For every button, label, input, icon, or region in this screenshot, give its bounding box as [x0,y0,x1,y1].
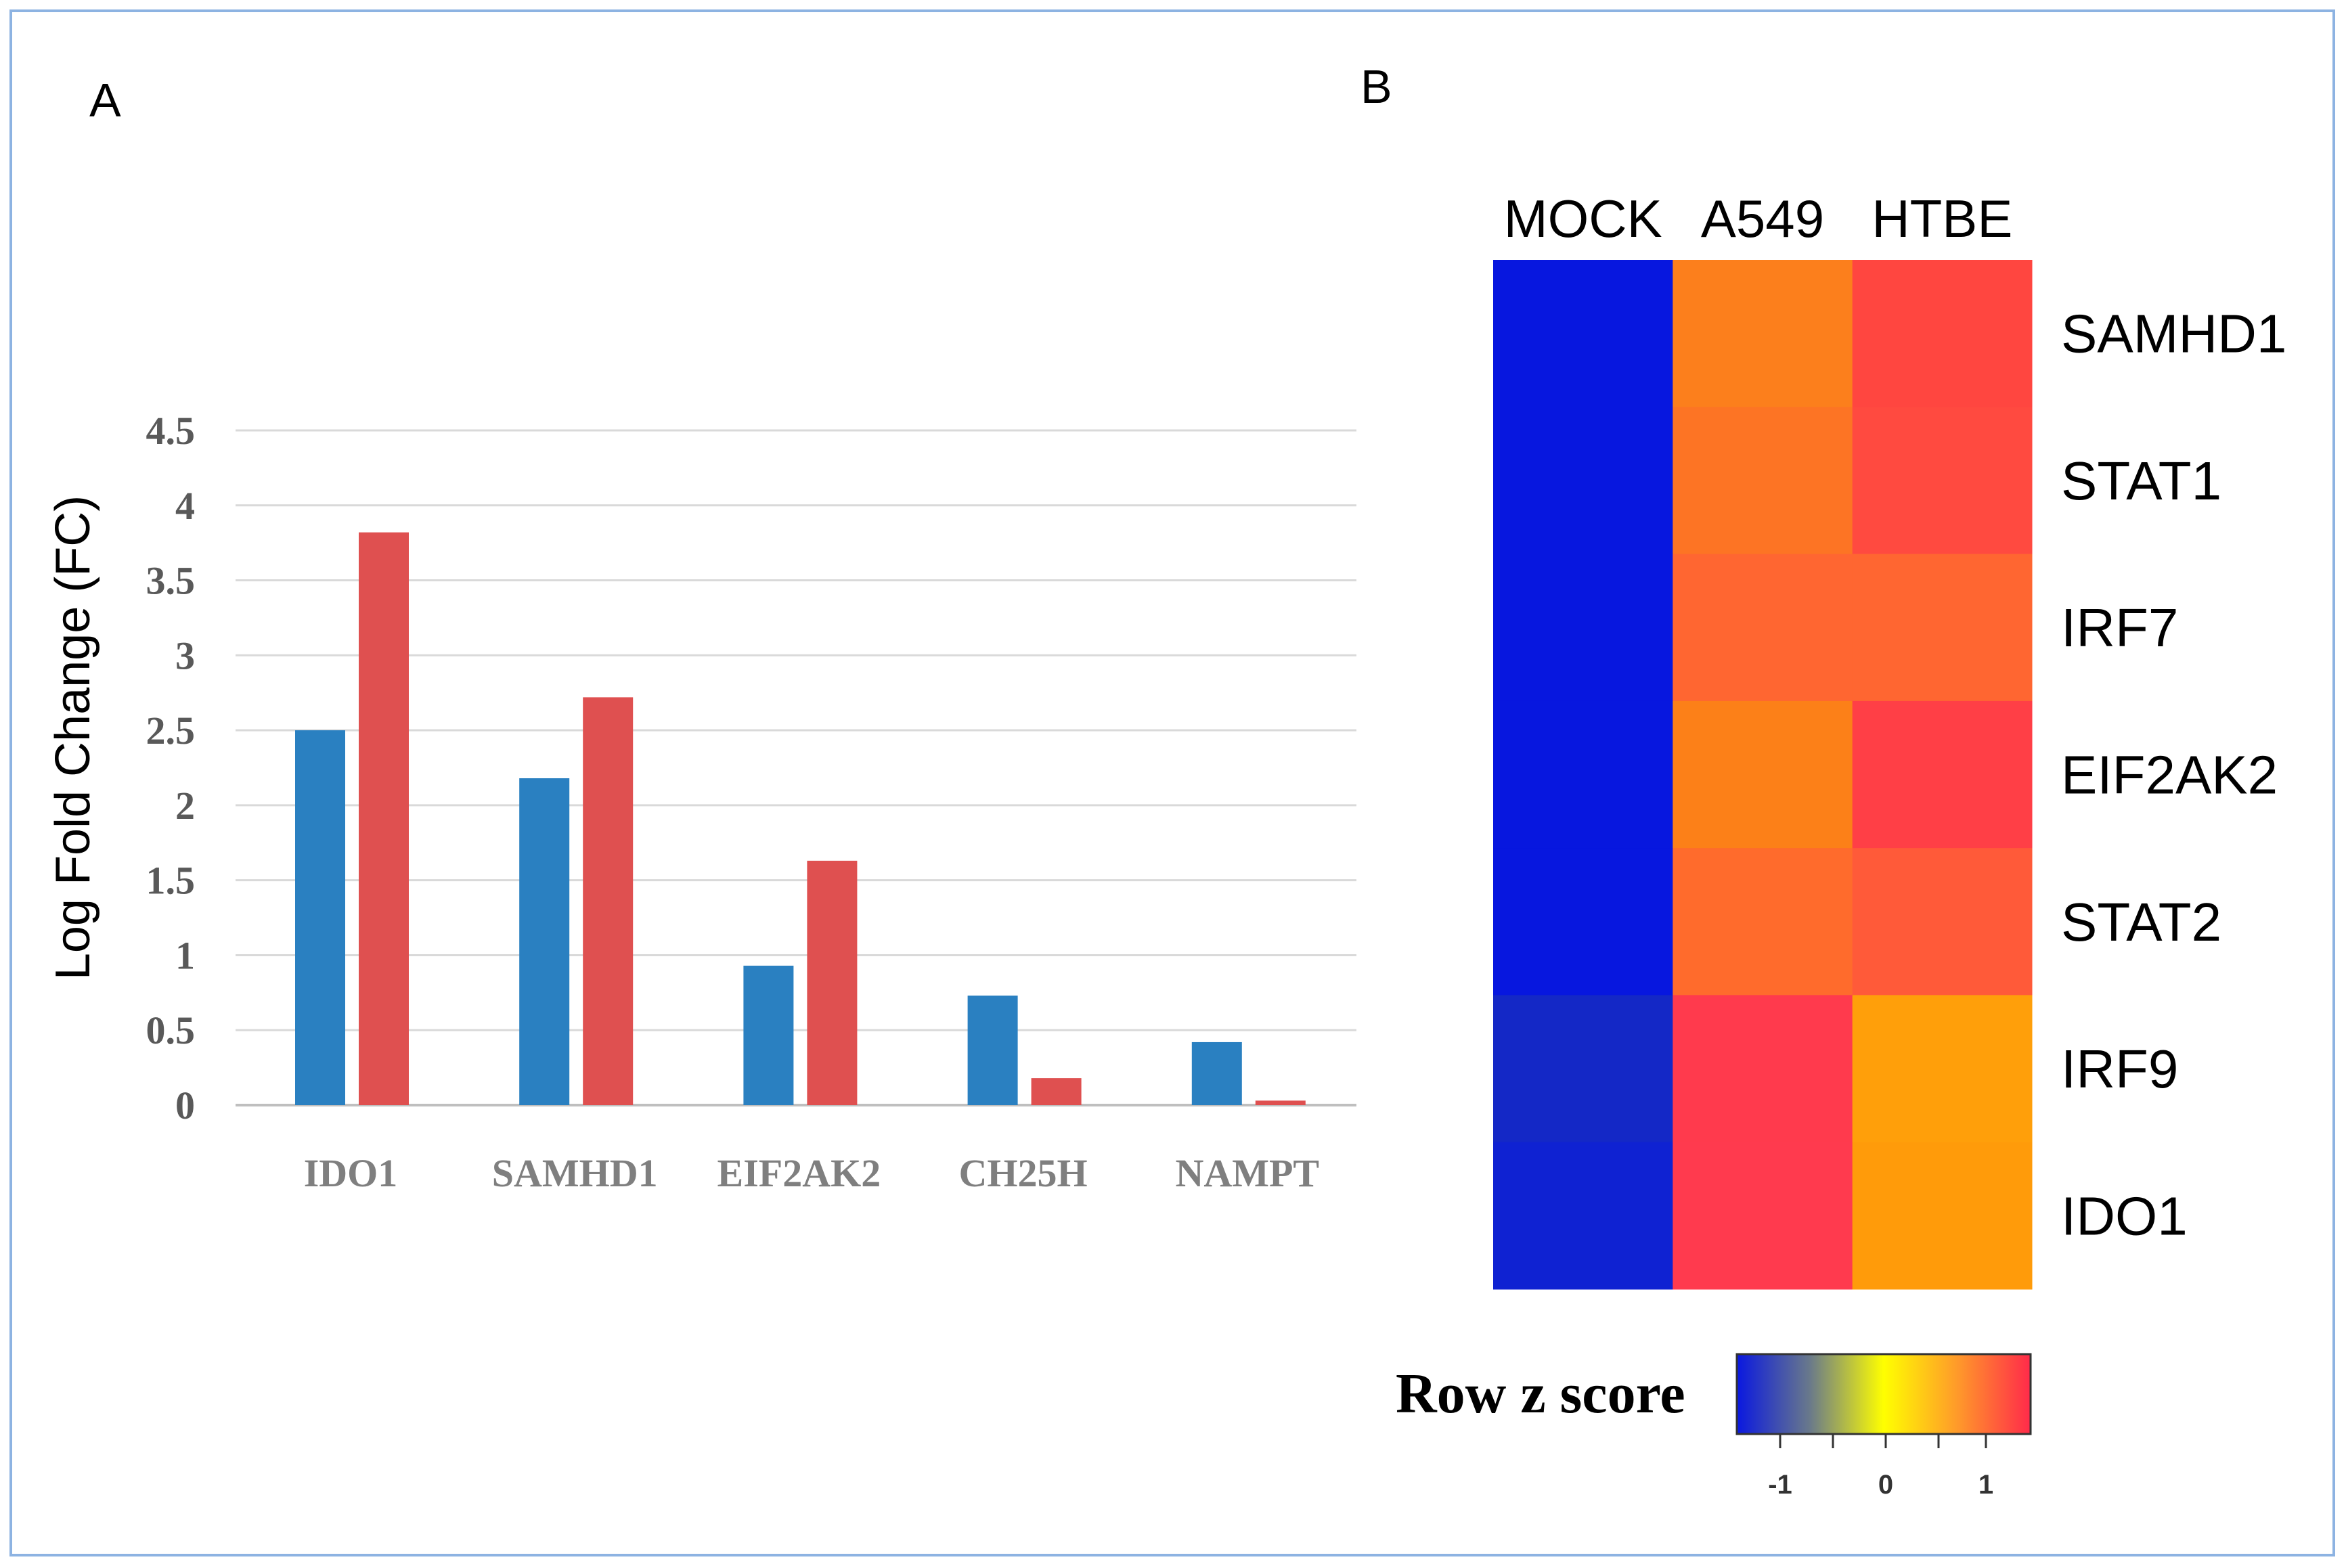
heatmap: MOCK A549 HTBE SAMHD1 STAT1 IRF7 EIF2AK2 STAT2… [1493,189,2286,1290]
heatmap-cells [1493,260,2033,1290]
y-tick-label: 3.5 [146,559,196,603]
heatmap-cell-irf7-a549 [1673,554,1853,702]
gridlines [236,429,1356,1106]
bar-ido1-series-1 [295,730,345,1105]
x-axis-categories: IDO1 SAMHD1 EIF2AK2 CH25H NAMPT [304,1151,1319,1195]
legend-title: Row z score [1396,1362,1685,1425]
x-category-label: CH25H [959,1151,1088,1195]
y-tick-label: 3 [175,633,195,677]
heatmap-cell-stat2-htbe [1852,848,2033,995]
legend-ticks: -1 0 1 [1768,1434,1993,1500]
heatmap-row-label: IRF7 [2061,598,2178,658]
heatmap-cell-stat1-a549 [1673,407,1853,555]
heatmap-cell-irf9-mock [1493,995,1673,1143]
heatmap-cell-irf7-mock [1493,554,1673,702]
panel-a-label: A [89,74,121,127]
heatmap-row-label: STAT1 [2061,451,2221,511]
bar-nampt-series-2 [1255,1100,1306,1105]
bar-nampt-series-1 [1191,1041,1242,1105]
y-tick-label: 0.5 [146,1008,196,1052]
legend-tick-label: -1 [1768,1470,1792,1500]
heatmap-cell-stat1-mock [1493,407,1673,555]
y-tick-label: 2.5 [146,709,196,753]
bar-chart: 0 0.5 1 1.5 2 2.5 3 3.5 4 4.5 IDO1 SAMHD1 EIF2AK2 CH… [46,409,1356,1195]
legend-colorbar [1735,1353,2032,1435]
bars [295,532,1306,1105]
heatmap-cell-irf7-htbe [1852,554,2033,702]
heatmap-cell-eif2ak2-a549 [1673,700,1853,849]
legend-tick-label: 0 [1878,1470,1893,1500]
heatmap-cell-irf9-htbe [1852,995,2033,1143]
y-tick-label: 1.5 [146,859,196,903]
bar-ch25h-series-2 [1031,1078,1082,1105]
heatmap-row-label: SAMHD1 [2061,304,2286,364]
heatmap-cell-samhd1-htbe [1852,260,2033,407]
legend-tick-label: 1 [1978,1470,1993,1500]
heatmap-row-label: STAT2 [2061,892,2221,952]
heatmap-row-labels: SAMHD1 STAT1 IRF7 EIF2AK2 STAT2 IRF9 IDO1 [2061,304,2286,1247]
x-category-label: SAMHD1 [492,1151,658,1195]
heatmap-cell-eif2ak2-mock [1493,700,1673,849]
y-axis-ticks: 0 0.5 1 1.5 2 2.5 3 3.5 4 4.5 [146,409,196,1127]
y-tick-label: 4 [175,484,195,528]
heatmap-cell-ido1-htbe [1852,1142,2033,1290]
heatmap-column-label: A549 [1701,189,1824,248]
heatmap-row-label: IDO1 [2061,1186,2188,1246]
heatmap-row-label: EIF2AK2 [2061,745,2278,805]
heatmap-row-label: IRF9 [2061,1039,2178,1099]
y-tick-label: 0 [175,1083,195,1127]
heatmap-cell-samhd1-a549 [1673,260,1853,407]
bar-ido1-series-2 [359,532,409,1105]
bar-samhd1-series-1 [519,778,570,1105]
heatmap-column-label: MOCK [1504,189,1662,248]
y-tick-label: 1 [175,933,195,977]
bar-eif2ak2-series-2 [807,860,858,1105]
heatmap-cell-irf9-a549 [1673,995,1853,1143]
y-axis-label: Log Fold Change (FC) [46,495,100,980]
heatmap-cell-stat2-a549 [1673,848,1853,995]
x-category-label: EIF2AK2 [717,1151,881,1195]
bar-eif2ak2-series-1 [743,965,794,1105]
heatmap-cell-ido1-mock [1493,1142,1673,1290]
heatmap-cell-samhd1-mock [1493,260,1673,407]
heatmap-cell-stat2-mock [1493,848,1673,995]
heatmap-cell-ido1-a549 [1673,1142,1853,1290]
heatmap-column-labels: MOCK A549 HTBE [1504,189,2013,248]
bar-samhd1-series-2 [583,697,634,1105]
panel-b-label: B [1360,60,1392,113]
figure-border [9,9,2335,1556]
bar-ch25h-series-1 [967,995,1018,1105]
y-tick-label: 2 [175,784,195,828]
heatmap-column-label: HTBE [1872,189,2012,248]
heatmap-cell-eif2ak2-htbe [1852,700,2033,849]
x-category-label: NAMPT [1175,1151,1319,1195]
x-category-label: IDO1 [304,1151,398,1195]
color-legend: Row z score -1 0 1 [1396,1353,2032,1500]
y-tick-label: 4.5 [146,409,196,453]
heatmap-cell-stat1-htbe [1852,407,2033,555]
